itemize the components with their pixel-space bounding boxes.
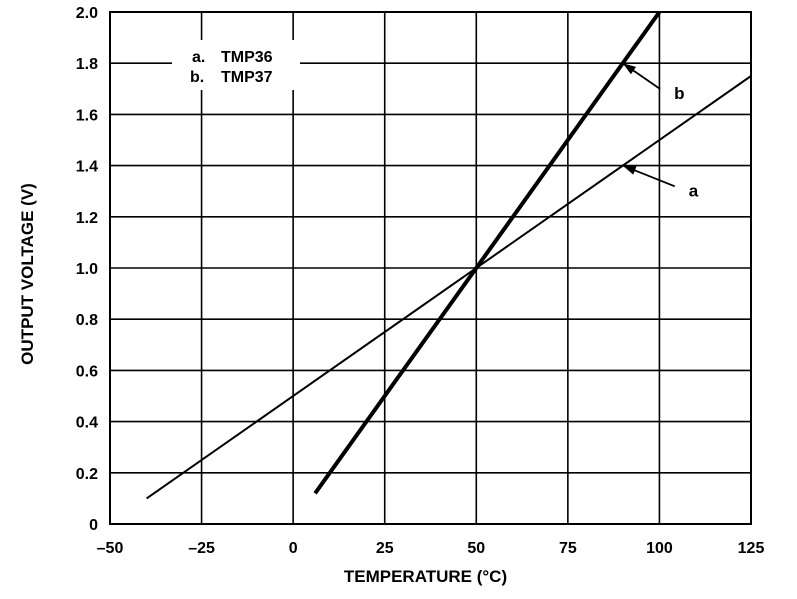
y-tick-label: 1.8 <box>76 56 98 73</box>
x-tick-label: 125 <box>738 540 765 557</box>
legend: a. TMP36 b. TMP37 <box>172 40 300 90</box>
x-tick-label: 50 <box>467 540 485 557</box>
y-tick-label: 0.4 <box>76 415 98 432</box>
tick-labels: –50 –25 0 25 50 75 100 125 0 0.2 0.4 0.6 0.8 1.0 1.2 1.… <box>76 5 765 557</box>
y-tick-label: 1.6 <box>76 107 98 124</box>
x-tick-label: –50 <box>97 540 124 557</box>
series-line-b <box>313 10 662 495</box>
callout-label-b: b <box>674 84 684 103</box>
y-axis-label: OUTPUT VOLTAGE (V) <box>18 183 37 365</box>
series-line-a <box>146 75 752 500</box>
legend-label-tmp36: TMP36 <box>221 49 273 66</box>
y-tick-label: 1.0 <box>76 261 98 278</box>
plot-frame <box>109 11 752 525</box>
series <box>146 10 752 500</box>
legend-key-b: b. <box>190 69 204 86</box>
x-tick-label: 25 <box>376 540 394 557</box>
x-tick-label: 100 <box>646 540 673 557</box>
callout-arrowhead-b <box>622 63 637 75</box>
x-tick-label: 0 <box>289 540 298 557</box>
legend-label-tmp37: TMP37 <box>221 69 273 86</box>
x-axis-label: TEMPERATURE (°C) <box>344 567 507 586</box>
y-tick-label: 1.2 <box>76 210 98 227</box>
grid <box>110 12 751 524</box>
legend-background <box>172 40 300 90</box>
legend-key-a: a. <box>192 49 205 66</box>
y-tick-label: 0.2 <box>76 466 98 483</box>
x-tick-label: 75 <box>559 540 577 557</box>
callout-arrowhead-a <box>622 165 637 175</box>
y-tick-label: 0.6 <box>76 363 98 380</box>
y-tick-label: 0 <box>89 517 98 534</box>
callouts: ab <box>622 62 699 200</box>
y-tick-label: 0.8 <box>76 312 98 329</box>
callout-label-a: a <box>689 181 699 200</box>
y-tick-label: 1.4 <box>76 159 98 176</box>
y-tick-label: 2.0 <box>76 5 98 22</box>
x-tick-label: –25 <box>188 540 215 557</box>
